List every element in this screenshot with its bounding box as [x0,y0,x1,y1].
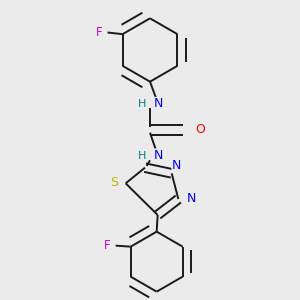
Text: F: F [104,239,111,252]
Text: N: N [172,160,182,172]
Text: N: N [187,193,196,206]
Text: H: H [137,99,146,109]
Text: F: F [96,26,103,39]
Text: H: H [137,151,146,161]
Text: O: O [196,124,206,136]
Text: N: N [154,149,163,162]
Text: N: N [154,98,163,110]
Text: S: S [110,176,118,189]
